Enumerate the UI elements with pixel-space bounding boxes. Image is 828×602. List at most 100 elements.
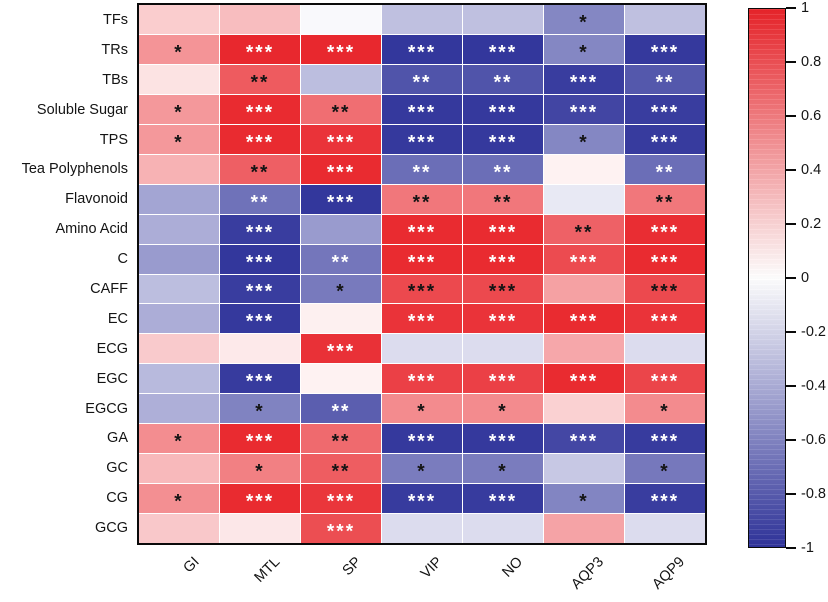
heatmap-cell: ***	[463, 214, 543, 244]
colorbar-tick	[786, 7, 796, 9]
row-label: GCG	[94, 520, 128, 537]
row-label: CG	[106, 490, 128, 507]
row-label: TRs	[101, 41, 128, 58]
heatmap-cell: *	[463, 394, 543, 424]
heatmap-cell: *	[139, 94, 219, 124]
heatmap-cell	[301, 64, 381, 94]
significance-stars: ***	[326, 132, 356, 154]
significance-stars: ***	[569, 431, 599, 453]
heatmap-cell: **	[301, 424, 381, 454]
significance-stars: ***	[650, 251, 680, 273]
colorbar-tick	[786, 61, 796, 63]
heatmap-cell: *	[382, 394, 462, 424]
significance-stars: ***	[245, 431, 275, 453]
heatmap-cell: ***	[463, 274, 543, 304]
row-label: ECG	[96, 340, 128, 357]
heatmap-cell: ***	[301, 124, 381, 154]
heatmap-cell: ***	[382, 244, 462, 274]
significance-stars: ***	[488, 491, 518, 513]
significance-stars: *	[255, 401, 265, 423]
significance-stars: **	[250, 162, 270, 184]
x-axis-label: SP	[339, 554, 365, 579]
heatmap-cell: ***	[382, 424, 462, 454]
heatmap-cell	[139, 154, 219, 184]
x-axis-label: MTL	[251, 554, 284, 586]
heatmap-cell: ***	[301, 184, 381, 214]
significance-stars: ***	[326, 341, 356, 363]
significance-stars: ***	[407, 431, 437, 453]
heatmap-cell	[544, 514, 624, 543]
colorbar-tick-label: 0.2	[801, 216, 822, 232]
heatmap-cell	[139, 334, 219, 364]
significance-stars: *	[174, 132, 184, 154]
significance-stars: ***	[488, 371, 518, 393]
significance-stars: ***	[326, 42, 356, 64]
significance-stars: ***	[245, 102, 275, 124]
heatmap-cell	[544, 394, 624, 424]
heatmap-cell	[139, 274, 219, 304]
heatmap-cell: *	[625, 454, 705, 484]
significance-stars: **	[412, 192, 432, 214]
significance-stars: ***	[407, 221, 437, 243]
heatmap-grid: * * *** *** *** *** * *** ** ** ** *** ** * *** ** *** **…	[139, 5, 705, 543]
heatmap-cell: ***	[544, 244, 624, 274]
heatmap-cell: ***	[463, 34, 543, 64]
significance-stars: ***	[569, 72, 599, 94]
colorbar-tick-label: 0	[801, 270, 810, 286]
heatmap-cell: ***	[544, 424, 624, 454]
heatmap-cell: **	[463, 154, 543, 184]
heatmap-cell: *	[220, 454, 300, 484]
significance-stars: *	[174, 491, 184, 513]
heatmap-cell: *	[220, 394, 300, 424]
significance-stars: **	[574, 221, 594, 243]
row-label: Tea Polyphenols	[21, 161, 128, 178]
significance-stars: ***	[407, 311, 437, 333]
heatmap-cell: ***	[463, 304, 543, 334]
x-axis-label: GI	[180, 554, 203, 577]
heatmap-cell	[139, 214, 219, 244]
heatmap-cell: **	[301, 244, 381, 274]
colorbar-tick-label: 0.8	[801, 54, 822, 70]
colorbar-tick-label: -0.8	[801, 486, 826, 502]
x-axis-label: VIP	[417, 554, 446, 582]
colorbar-tick-label: -0.2	[801, 324, 826, 340]
colorbar-tick	[786, 385, 796, 387]
heatmap-cell: **	[544, 214, 624, 244]
x-axis-label: AQP9	[649, 554, 688, 593]
heatmap-cell	[301, 304, 381, 334]
heatmap-cell: ***	[220, 484, 300, 514]
heatmap-cell: **	[301, 454, 381, 484]
significance-stars: ***	[488, 311, 518, 333]
heatmap-cell: ***	[382, 274, 462, 304]
significance-stars: *	[579, 12, 589, 34]
heatmap-cell: ***	[301, 334, 381, 364]
significance-stars: ***	[245, 221, 275, 243]
significance-stars: ***	[326, 192, 356, 214]
heatmap-cell: **	[220, 184, 300, 214]
heatmap-cell: ***	[382, 364, 462, 394]
heatmap-cell: ***	[220, 34, 300, 64]
significance-stars: ***	[326, 491, 356, 513]
significance-stars: *	[174, 431, 184, 453]
heatmap-cell	[544, 154, 624, 184]
heatmap-cell: *	[382, 454, 462, 484]
heatmap-cell: ***	[220, 364, 300, 394]
heatmap-cell: **	[301, 394, 381, 424]
heatmap-cell	[139, 394, 219, 424]
heatmap-cell	[463, 334, 543, 364]
heatmap-cell: ***	[625, 124, 705, 154]
significance-stars: ***	[650, 281, 680, 303]
heatmap-cell: **	[625, 184, 705, 214]
heatmap-cell: *	[625, 394, 705, 424]
heatmap-cell: *	[139, 484, 219, 514]
heatmap-cell: ***	[301, 514, 381, 543]
heatmap-cell: ***	[382, 124, 462, 154]
significance-stars: ***	[650, 221, 680, 243]
heatmap-cell	[301, 364, 381, 394]
heatmap-cell: *	[463, 454, 543, 484]
heatmap-cell	[463, 514, 543, 543]
heatmap-cell: **	[382, 64, 462, 94]
heatmap-cell: ***	[220, 94, 300, 124]
significance-stars: ***	[488, 132, 518, 154]
significance-stars: ***	[245, 281, 275, 303]
